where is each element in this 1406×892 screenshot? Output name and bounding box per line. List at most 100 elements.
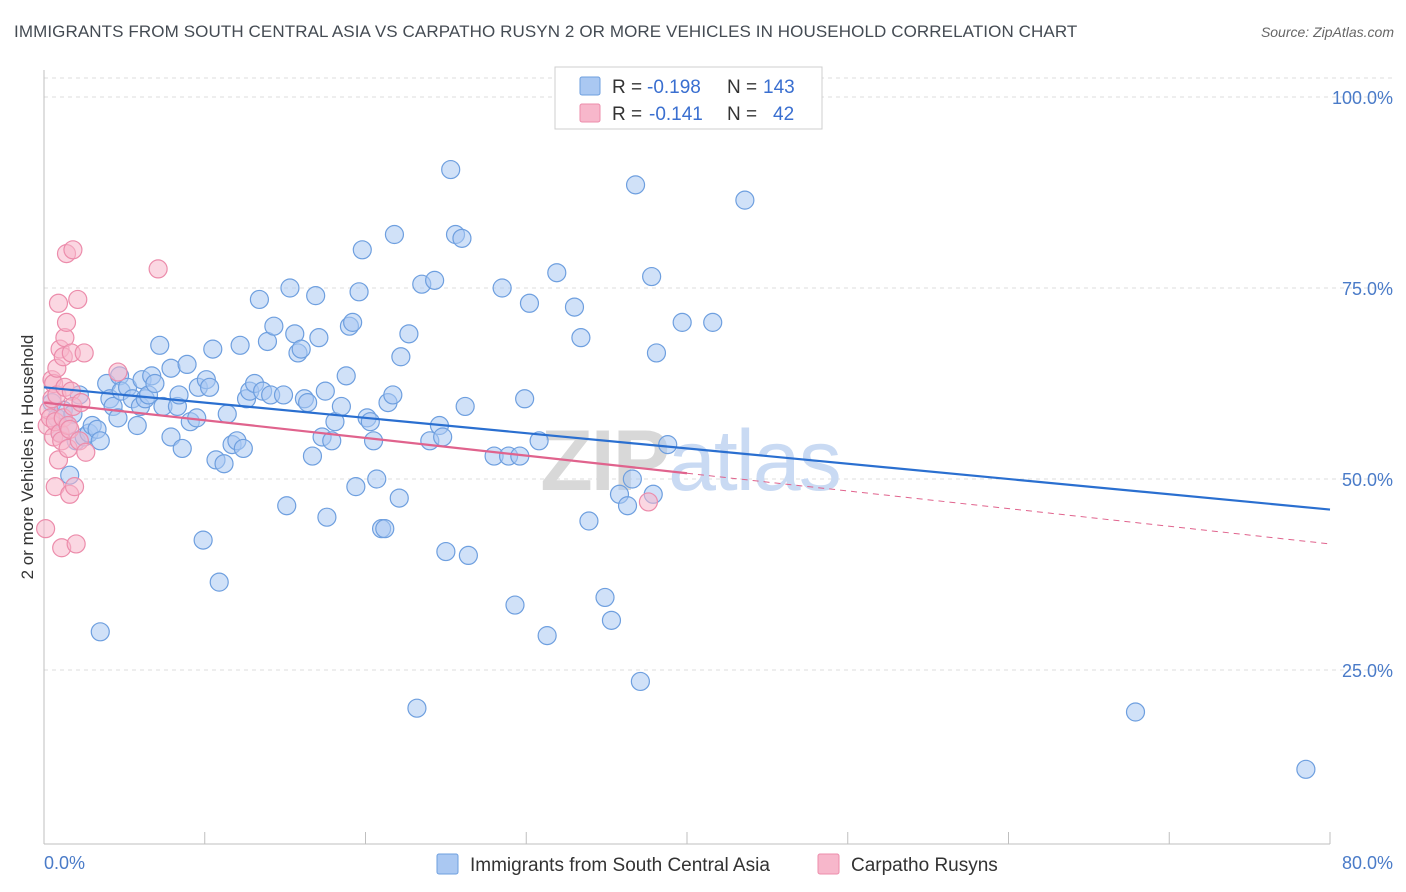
legend-r-value-1: -0.198 [647, 77, 701, 98]
immigrants-point-117 [547, 263, 567, 283]
carpatho-point-33 [66, 534, 86, 554]
y-tick-label-50: 50.0% [1342, 470, 1393, 490]
immigrants-point-86 [363, 431, 384, 451]
series-legend: Immigrants from South Central Asia Carpa… [436, 853, 998, 876]
immigrants-point-133 [703, 312, 723, 332]
immigrants-point-83 [352, 240, 372, 260]
legend-swatch-pink [579, 103, 601, 123]
immigrants-point-134 [735, 190, 755, 210]
immigrants-point-60 [264, 316, 284, 336]
immigrants-point-70 [306, 286, 326, 306]
immigrants-point-75 [322, 431, 342, 451]
immigrants-point-62 [277, 496, 297, 516]
immigrants-point-61 [273, 385, 294, 405]
immigrants-point-89 [375, 519, 395, 539]
bottom-legend-label-blue: Immigrants from South Central Asia [470, 855, 770, 876]
immigrants-point-51 [230, 335, 250, 355]
immigrants-point-85 [360, 412, 380, 432]
immigrants-point-130 [646, 343, 667, 363]
x-tick-marks [43, 832, 1331, 844]
immigrants-point-127 [630, 671, 650, 692]
immigrants-point-93 [389, 488, 409, 508]
trend-lines [43, 386, 1331, 545]
immigrants-point-101 [433, 427, 453, 447]
immigrants-point-71 [309, 328, 329, 348]
trend-line-1-solid [43, 401, 688, 475]
immigrants-point-32 [161, 427, 181, 447]
immigrants-point-131 [658, 435, 678, 455]
immigrants-point-14 [90, 622, 110, 642]
series-immigrants-points [42, 159, 1316, 779]
immigrants-point-56 [249, 289, 270, 310]
immigrants-point-47 [214, 454, 234, 474]
legend-r-label-2: R = [612, 104, 642, 125]
source-credit: Source: ZipAtlas.com [1260, 24, 1394, 40]
immigrants-point-92 [384, 224, 405, 245]
immigrants-point-33 [161, 358, 181, 378]
immigrants-point-109 [492, 278, 512, 298]
immigrants-point-77 [331, 396, 351, 417]
y-tick-label-75: 75.0% [1342, 279, 1393, 299]
immigrants-point-96 [407, 698, 427, 718]
immigrants-point-136 [1296, 759, 1316, 779]
immigrants-point-68 [298, 393, 318, 413]
immigrants-point-63 [280, 278, 300, 298]
immigrants-point-132 [672, 312, 692, 332]
immigrants-point-126 [625, 175, 646, 195]
immigrants-point-23 [127, 415, 147, 436]
carpatho-point-39 [108, 362, 128, 382]
carpatho-point-37 [74, 343, 94, 363]
immigrants-point-29 [145, 373, 165, 394]
legend-r-label-1: R = [612, 77, 642, 98]
immigrants-point-118 [564, 297, 585, 317]
immigrants-point-106 [455, 396, 475, 417]
immigrants-point-103 [441, 159, 461, 180]
y-tick-label-25: 25.0% [1342, 661, 1393, 681]
bottom-legend-label-pink: Carpatho Rusyns [851, 855, 998, 876]
carpatho-point-30 [63, 240, 83, 260]
immigrants-point-74 [317, 507, 337, 527]
immigrants-point-82 [349, 282, 369, 302]
immigrants-point-111 [505, 595, 525, 615]
immigrants-point-102 [436, 541, 456, 562]
immigrants-point-120 [579, 511, 599, 531]
immigrants-point-37 [177, 354, 197, 374]
immigrants-point-119 [571, 328, 591, 348]
immigrants-point-73 [315, 381, 335, 401]
immigrants-point-116 [537, 626, 557, 646]
carpatho-point-38 [76, 442, 96, 462]
immigrants-point-36 [172, 438, 192, 459]
legend-n-label-1: N = [727, 77, 757, 98]
immigrants-point-69 [302, 446, 323, 466]
legend-n-value-1: 143 [763, 77, 795, 98]
bottom-legend-swatch-pink [817, 853, 840, 875]
immigrants-point-114 [519, 293, 540, 313]
y-tick-label-100: 100.0% [1332, 88, 1393, 108]
immigrants-point-122 [601, 610, 622, 630]
legend-swatch-blue [579, 76, 601, 96]
carpatho-point-34 [68, 289, 88, 310]
legend-n-label-2: N = [727, 104, 757, 125]
immigrants-point-91 [383, 385, 403, 405]
immigrants-point-18 [108, 408, 128, 428]
immigrants-point-99 [425, 270, 445, 290]
trend-line-0 [43, 386, 1331, 511]
immigrants-point-78 [336, 366, 356, 386]
x-tick-label-min: 0.0% [44, 853, 85, 873]
bottom-legend-swatch-blue [436, 853, 459, 875]
immigrants-point-44 [203, 339, 223, 359]
immigrants-point-52 [233, 438, 253, 459]
immigrants-point-113 [515, 389, 535, 409]
immigrants-point-95 [399, 324, 419, 344]
immigrants-point-107 [458, 545, 478, 566]
immigrants-point-80 [343, 312, 363, 332]
immigrants-point-128 [642, 266, 662, 287]
immigrants-point-81 [346, 477, 366, 497]
chart-title: IMMIGRANTS FROM SOUTH CENTRAL ASIA VS CA… [14, 22, 1078, 41]
carpatho-point-40 [148, 259, 168, 279]
immigrants-point-121 [595, 587, 615, 608]
carpatho-point-0 [36, 519, 56, 539]
carpatho-point-41 [638, 492, 659, 512]
immigrants-point-125 [622, 469, 642, 489]
